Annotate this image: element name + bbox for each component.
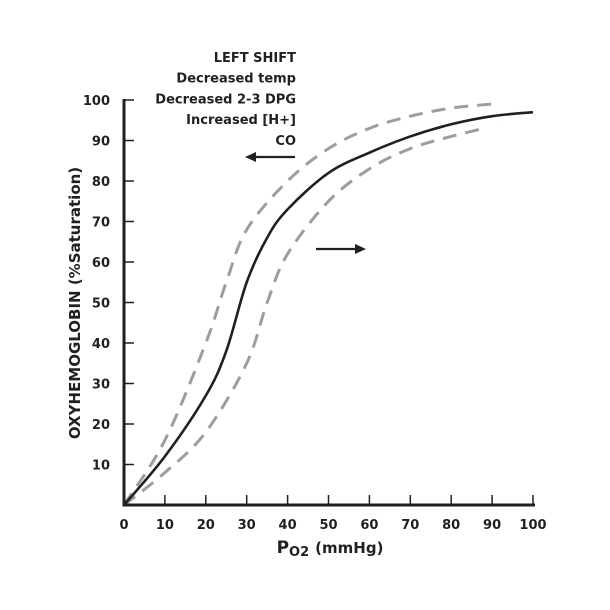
y-tick-label: 30 <box>92 378 110 393</box>
x-tick-label: 100 <box>519 518 546 533</box>
right-shift-curve <box>123 126 485 507</box>
left-shift-curve <box>122 102 493 506</box>
x-tick-label: 90 <box>483 518 501 533</box>
y-tick-label: 60 <box>92 256 110 271</box>
y-tick-label: 50 <box>92 297 110 312</box>
y-tick-label: 20 <box>92 418 110 433</box>
x-tick-label: 60 <box>360 518 378 533</box>
y-tick-label: 100 <box>83 94 110 109</box>
x-axis-title-main: P <box>277 538 289 558</box>
normal-curve <box>123 110 534 506</box>
y-tick-label: 70 <box>92 216 110 231</box>
x-tick-label: 20 <box>197 518 215 533</box>
right-shift-arrow-icon <box>316 244 366 254</box>
y-tick-label: 90 <box>92 135 110 150</box>
x-axis-title-unit: (mmHg) <box>315 539 383 557</box>
series-layer <box>122 102 534 507</box>
left-shift-arrow-icon <box>245 152 295 162</box>
x-tick-label: 80 <box>442 518 460 533</box>
x-tick-label: 50 <box>319 518 337 533</box>
shift-annotation-line: Decreased temp <box>176 72 296 87</box>
axes-layer: 0 10 20 30 40 50 60 70 80 90 100 10 20 30 40 50 60 70 80 90… <box>83 94 547 533</box>
x-axis-title-sub: O2 <box>289 545 309 560</box>
shift-annotation-line: Increased [H+] <box>186 113 296 128</box>
x-tick-label: 30 <box>238 518 256 533</box>
x-axis-title: PO2 (mmHg) <box>277 538 384 560</box>
y-tick-label: 40 <box>92 337 110 352</box>
x-tick-label: 10 <box>156 518 174 533</box>
y-tick-label: 80 <box>92 175 110 190</box>
x-tick-label: 0 <box>119 518 128 533</box>
shift-annotation-line: LEFT SHIFT <box>214 51 296 66</box>
y-axis-title: OXYHEMOGLOBIN (%Saturation) <box>66 167 84 439</box>
y-tick-label: 10 <box>92 459 110 474</box>
x-tick-label: 70 <box>401 518 419 533</box>
annotation-layer: LEFT SHIFT Decreased temp Decreased 2-3 DP… <box>155 51 366 254</box>
x-tick-label: 40 <box>279 518 297 533</box>
shift-annotation-line: CO <box>275 134 296 149</box>
shift-annotation-line: Decreased 2-3 DPG <box>155 92 296 107</box>
